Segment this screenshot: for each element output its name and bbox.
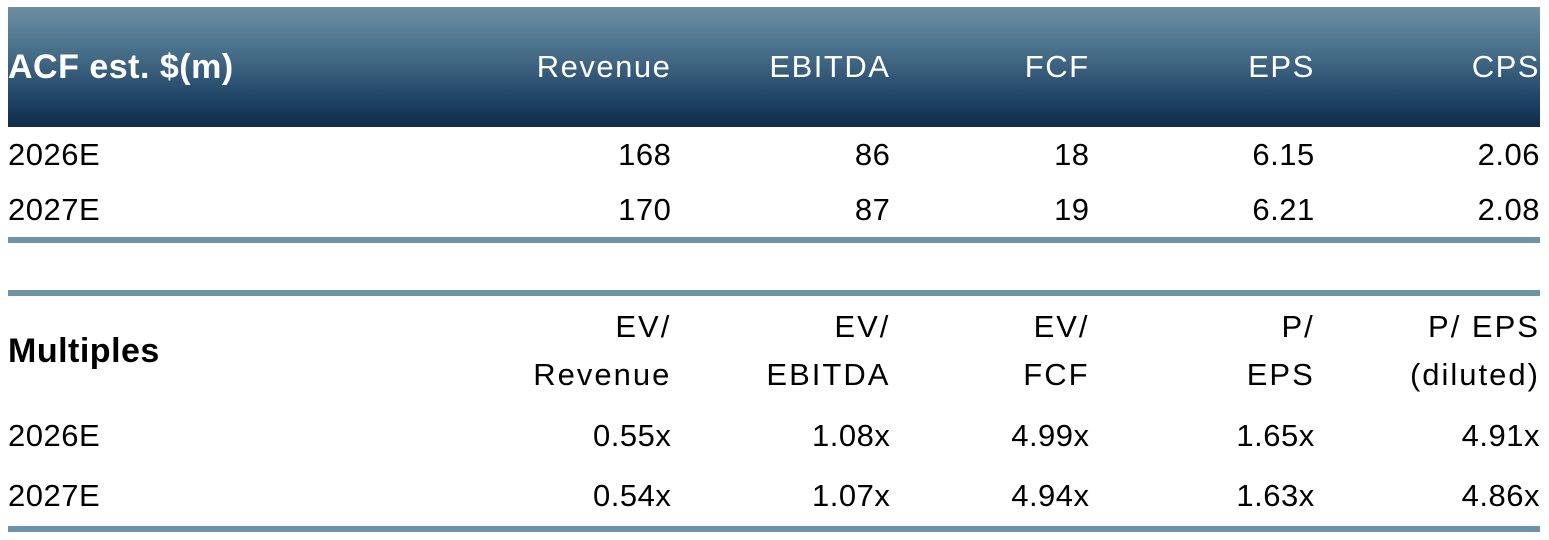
ev-fcf-value: 4.99x — [1011, 418, 1090, 453]
ebitda-value: 87 — [854, 191, 891, 227]
multiples-row-2027e: 2027E 0.54x 1.07x 4.94x 1.63x 4.86x — [8, 466, 1540, 526]
section-gap — [8, 243, 1540, 290]
table-content: ACF est. $(m) Revenue EBITDA FCF EPS CPS… — [8, 7, 1540, 532]
p-eps-diluted-value: 4.91x — [1461, 418, 1540, 453]
header-line2: (diluted) — [1409, 357, 1540, 392]
row-label: 2027E — [8, 478, 101, 513]
header-line1: P/ — [1281, 308, 1315, 344]
ev-ebitda-value: 1.07x — [812, 478, 891, 513]
estimates-title: ACF est. $(m) — [8, 47, 234, 86]
row-label: 2026E — [8, 418, 101, 453]
header-line1: EV/ — [615, 308, 672, 344]
cps-value: 2.08 — [1477, 191, 1540, 227]
fcf-value: 18 — [1054, 136, 1090, 172]
header-line2: EPS — [1246, 357, 1315, 392]
column-header-eps: EPS — [1248, 49, 1315, 84]
column-header-p-eps-diluted: P/ EPS (diluted) — [1315, 303, 1540, 399]
cps-value: 2.06 — [1477, 136, 1540, 172]
row-label: 2027E — [8, 191, 101, 227]
estimates-header-row: ACF est. $(m) Revenue EBITDA FCF EPS CPS — [8, 7, 1540, 127]
column-header-cps: CPS — [1471, 49, 1540, 84]
multiples-title: Multiples — [8, 331, 160, 370]
ev-revenue-value: 0.55x — [592, 418, 672, 453]
section-divider-rule-bottom — [8, 290, 1540, 296]
p-eps-value: 1.63x — [1236, 478, 1315, 513]
eps-value: 6.21 — [1252, 191, 1315, 227]
column-header-ev-ebitda: EV/ EBITDA — [671, 303, 890, 399]
section-divider-rule-top — [8, 237, 1540, 243]
estimates-row-2027e: 2027E 170 87 19 6.21 2.08 — [8, 182, 1540, 237]
ebitda-value: 86 — [854, 136, 891, 172]
header-line2: FCF — [1023, 357, 1090, 392]
header-line1: EV/ — [834, 308, 891, 344]
header-line2: Revenue — [533, 357, 672, 392]
revenue-value: 168 — [618, 136, 672, 172]
column-header-p-eps: P/ EPS — [1090, 303, 1315, 399]
column-header-fcf: FCF — [1024, 49, 1090, 84]
header-line2: EBITDA — [766, 357, 891, 392]
header-line1: P/ EPS — [1428, 308, 1540, 344]
multiples-row-2026e: 2026E 0.55x 1.08x 4.99x 1.65x 4.91x — [8, 406, 1540, 466]
fcf-value: 19 — [1054, 191, 1090, 227]
column-header-ev-fcf: EV/ FCF — [890, 303, 1089, 399]
row-label: 2026E — [8, 136, 101, 172]
revenue-value: 170 — [618, 191, 672, 227]
header-line1: EV/ — [1033, 308, 1090, 344]
column-header-revenue: Revenue — [536, 49, 672, 84]
estimates-row-2026e: 2026E 168 86 18 6.15 2.06 — [8, 127, 1540, 182]
multiples-header-row: Multiples EV/ Revenue EV/ EBITDA EV/ FCF… — [8, 296, 1540, 406]
ev-ebitda-value: 1.08x — [812, 418, 891, 453]
ev-fcf-value: 4.94x — [1011, 478, 1090, 513]
ev-revenue-value: 0.54x — [592, 478, 672, 513]
table-bottom-rule — [8, 526, 1540, 532]
p-eps-value: 1.65x — [1236, 418, 1315, 453]
eps-value: 6.15 — [1252, 136, 1315, 172]
column-header-ev-revenue: EV/ Revenue — [452, 303, 671, 399]
column-header-ebitda: EBITDA — [769, 49, 891, 84]
p-eps-diluted-value: 4.86x — [1461, 478, 1540, 513]
